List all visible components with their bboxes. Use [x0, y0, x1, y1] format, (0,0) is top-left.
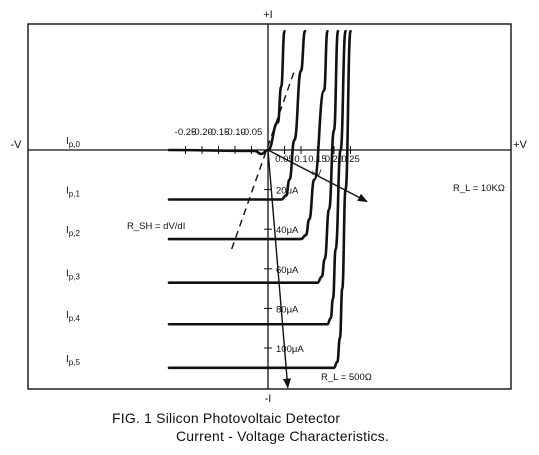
iv-curve-5: [167, 29, 352, 370]
iv-curve-2: [167, 29, 329, 241]
load-line-label-10k: R_L = 10KΩ: [453, 183, 505, 194]
iv-curve-3: [167, 29, 340, 284]
x-tick-label: -0.25: [175, 127, 197, 138]
x-tick-label: -0.15: [208, 127, 230, 138]
forward-bias-label: +V: [310, 168, 321, 178]
figure-caption-subtitle: Current - Voltage Characteristics.: [176, 428, 389, 444]
iv-curve-1: [167, 29, 307, 201]
shunt-resistance-label: R_SH = dV/dI: [127, 221, 185, 232]
load-line-label-500: R_L = 500Ω: [321, 372, 372, 383]
y-tick-label: 40μA: [276, 225, 299, 236]
curve-label-0: Ip,0: [66, 136, 80, 149]
x-axis-positive-label: +V: [513, 139, 527, 151]
x-tick-label: 0.20: [325, 154, 344, 165]
y-axis-positive-label: +I: [263, 9, 272, 21]
plot-frame: [27, 23, 512, 390]
shunt-resistance-line: [231, 70, 296, 250]
curve-label-3: Ip,3: [66, 269, 80, 282]
iv-curve-4: [167, 29, 347, 326]
y-axis-negative-label: -I: [265, 393, 272, 405]
x-tick-label: -0.10: [224, 127, 246, 138]
curve-label-2: Ip,2: [66, 225, 80, 238]
y-tick-label: 20μA: [276, 186, 299, 197]
curve-label-4: Ip,4: [66, 310, 80, 323]
y-tick-label: 80μA: [276, 304, 299, 315]
load-line-0: [267, 149, 368, 203]
x-tick-label: -0.05: [241, 127, 263, 138]
iv-curve-0: [167, 29, 286, 156]
y-tick-label: 60μA: [276, 265, 299, 276]
x-tick-label: 0.15: [308, 154, 327, 165]
x-tick-label: 0.1: [294, 154, 307, 165]
y-tick-label: 100μA: [276, 344, 304, 355]
load-line-1: [267, 149, 292, 389]
x-tick-label: 0.05: [275, 154, 294, 165]
x-axis-negative-label: -V: [11, 139, 23, 151]
x-tick-label: 0.25: [341, 154, 360, 165]
curve-label-5: Ip,5: [66, 354, 80, 367]
figure-caption-title: FIG. 1 Silicon Photovoltaic Detector: [112, 410, 341, 426]
curve-label-1: Ip,1: [66, 186, 80, 199]
x-tick-label: -0.20: [191, 127, 213, 138]
